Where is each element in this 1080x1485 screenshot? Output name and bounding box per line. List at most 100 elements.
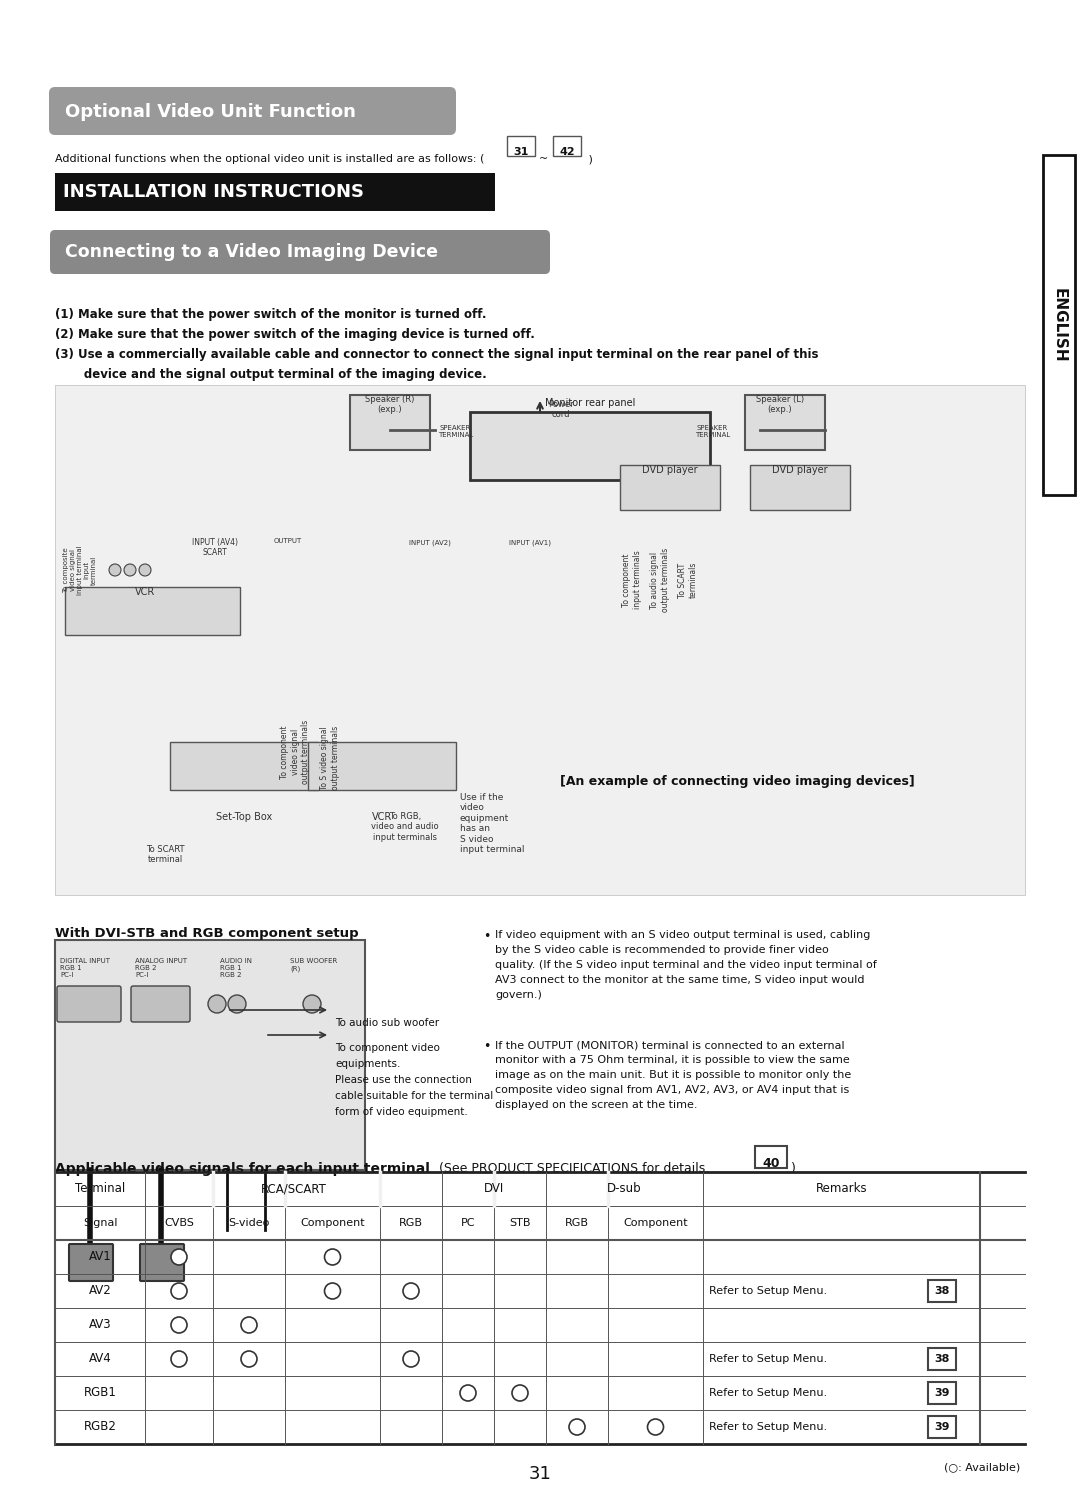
Bar	[55, 385, 1025, 895]
Bar	[1043, 154, 1075, 495]
Text: AV3 connect to the monitor at the same time, S video input would: AV3 connect to the monitor at the same t…	[495, 976, 864, 985]
Text: (3) Use a commercially available cable and connector to connect the signal input: (3) Use a commercially available cable a…	[55, 347, 819, 361]
Circle shape	[171, 1351, 187, 1368]
Text: govern.): govern.)	[495, 990, 542, 999]
Bar	[308, 742, 456, 790]
Text: DIGITAL INPUT
RGB 1
PC-I: DIGITAL INPUT RGB 1 PC-I	[60, 958, 110, 979]
Text: (2) Make sure that the power switch of the imaging device is turned off.: (2) Make sure that the power switch of t…	[55, 328, 535, 342]
FancyBboxPatch shape	[140, 1244, 184, 1282]
Text: To audio sub woofer: To audio sub woofer	[335, 1019, 440, 1028]
Text: CVBS: CVBS	[164, 1218, 194, 1228]
Circle shape	[109, 564, 121, 576]
Circle shape	[241, 1317, 257, 1334]
Text: If the OUTPUT (MONITOR) terminal is connected to an external: If the OUTPUT (MONITOR) terminal is conn…	[495, 1040, 845, 1050]
Text: Refer to Setup Menu.: Refer to Setup Menu.	[708, 1423, 827, 1432]
Text: To S video signal
output terminals: To S video signal output terminals	[321, 726, 340, 790]
Text: VCR: VCR	[372, 812, 392, 823]
Text: Additional functions when the optional video unit is installed are as follows: (: Additional functions when the optional v…	[55, 154, 488, 163]
Circle shape	[124, 564, 136, 576]
Circle shape	[512, 1386, 528, 1400]
FancyBboxPatch shape	[69, 1244, 113, 1282]
Text: (1) Make sure that the power switch of the monitor is turned off.: (1) Make sure that the power switch of t…	[55, 307, 486, 321]
Text: D-sub: D-sub	[607, 1182, 642, 1195]
Text: INPUT (AV1): INPUT (AV1)	[509, 541, 551, 546]
Circle shape	[171, 1283, 187, 1299]
Text: Signal: Signal	[83, 1218, 118, 1228]
Text: quality. (If the S video input terminal and the video input terminal of: quality. (If the S video input terminal …	[495, 959, 877, 970]
Text: RGB: RGB	[565, 1218, 589, 1228]
Circle shape	[324, 1249, 340, 1265]
Text: VCR: VCR	[135, 587, 156, 597]
Text: AV1: AV1	[89, 1250, 111, 1264]
Bar	[65, 587, 240, 636]
Circle shape	[208, 995, 226, 1013]
Text: input
terminal: input terminal	[83, 555, 96, 585]
Text: 39: 39	[934, 1423, 949, 1432]
Text: To component
video signal
output terminals: To component video signal output termina…	[280, 720, 310, 784]
Circle shape	[228, 995, 246, 1013]
Bar	[507, 137, 535, 156]
Bar	[55, 940, 365, 1170]
Bar	[470, 411, 710, 480]
Text: Component: Component	[300, 1218, 365, 1228]
Text: SUB WOOFER
(R): SUB WOOFER (R)	[291, 958, 337, 971]
Text: To SCART
terminals: To SCART terminals	[678, 561, 698, 598]
Bar	[928, 1383, 956, 1403]
Text: •: •	[483, 930, 490, 943]
Text: To component
input terminals: To component input terminals	[622, 551, 642, 609]
Text: •: •	[483, 1040, 490, 1053]
Bar	[755, 1146, 787, 1169]
FancyBboxPatch shape	[57, 986, 121, 1022]
Text: Applicable video signals for each input terminal: Applicable video signals for each input …	[55, 1161, 430, 1176]
Text: INPUT (AV2): INPUT (AV2)	[409, 541, 451, 546]
Bar	[170, 742, 318, 790]
FancyBboxPatch shape	[131, 986, 190, 1022]
Text: RCA/SCART: RCA/SCART	[260, 1182, 326, 1195]
Text: Speaker (R): Speaker (R)	[365, 395, 415, 404]
Circle shape	[569, 1420, 585, 1435]
Text: by the S video cable is recommended to provide finer video: by the S video cable is recommended to p…	[495, 944, 828, 955]
Text: To SCART
terminal: To SCART terminal	[146, 845, 185, 864]
Text: (See PRODUCT SPECIFICATIONS for details.: (See PRODUCT SPECIFICATIONS for details.	[435, 1161, 710, 1175]
Circle shape	[648, 1420, 663, 1435]
Bar	[928, 1348, 956, 1371]
Text: device and the signal output terminal of the imaging device.: device and the signal output terminal of…	[55, 368, 487, 382]
Text: (○: Available): (○: Available)	[944, 1463, 1020, 1472]
Circle shape	[139, 564, 151, 576]
Text: (exp.): (exp.)	[378, 405, 403, 414]
Text: DVD player: DVD player	[772, 465, 827, 475]
Text: ~: ~	[539, 154, 549, 163]
Text: ENGLISH: ENGLISH	[1052, 288, 1067, 362]
Text: composite video signal from AV1, AV2, AV3, or AV4 input that is: composite video signal from AV1, AV2, AV…	[495, 1086, 849, 1094]
Text: Component: Component	[623, 1218, 688, 1228]
Text: Refer to Setup Menu.: Refer to Setup Menu.	[708, 1388, 827, 1397]
Text: Connecting to a Video Imaging Device: Connecting to a Video Imaging Device	[65, 244, 438, 261]
Text: RGB1: RGB1	[83, 1387, 117, 1399]
Bar	[55, 172, 495, 211]
Circle shape	[241, 1351, 257, 1368]
Text: Terminal: Terminal	[75, 1182, 125, 1195]
Text: AV3: AV3	[89, 1319, 111, 1332]
Text: 40: 40	[762, 1157, 780, 1170]
Text: INSTALLATION INSTRUCTIONS: INSTALLATION INSTRUCTIONS	[63, 183, 364, 200]
Text: 38: 38	[934, 1354, 949, 1365]
Text: [An example of connecting video imaging devices]: [An example of connecting video imaging …	[561, 775, 915, 789]
Text: AUDIO IN
RGB 1
RGB 2: AUDIO IN RGB 1 RGB 2	[220, 958, 252, 979]
Text: equipments.: equipments.	[335, 1059, 401, 1069]
Text: SPEAKER
TERMINAL: SPEAKER TERMINAL	[694, 425, 730, 438]
Text: To audio signal
output terminals: To audio signal output terminals	[650, 548, 670, 612]
Circle shape	[324, 1283, 340, 1299]
Text: Refer to Setup Menu.: Refer to Setup Menu.	[708, 1286, 827, 1296]
Text: To RGB,
video and audio
input terminals: To RGB, video and audio input terminals	[372, 812, 438, 842]
Text: form of video equipment.: form of video equipment.	[335, 1106, 468, 1117]
Text: Refer to Setup Menu.: Refer to Setup Menu.	[708, 1354, 827, 1365]
Text: OUTPUT: OUTPUT	[274, 538, 302, 544]
Text: AV2: AV2	[89, 1285, 111, 1298]
Text: SPEAKER
TERMINAL: SPEAKER TERMINAL	[438, 425, 473, 438]
Text: cable suitable for the terminal: cable suitable for the terminal	[335, 1091, 494, 1100]
Bar	[750, 465, 850, 509]
Text: RGB: RGB	[399, 1218, 423, 1228]
Circle shape	[460, 1386, 476, 1400]
Text: DVD player: DVD player	[643, 465, 698, 475]
Text: S-video: S-video	[228, 1218, 270, 1228]
